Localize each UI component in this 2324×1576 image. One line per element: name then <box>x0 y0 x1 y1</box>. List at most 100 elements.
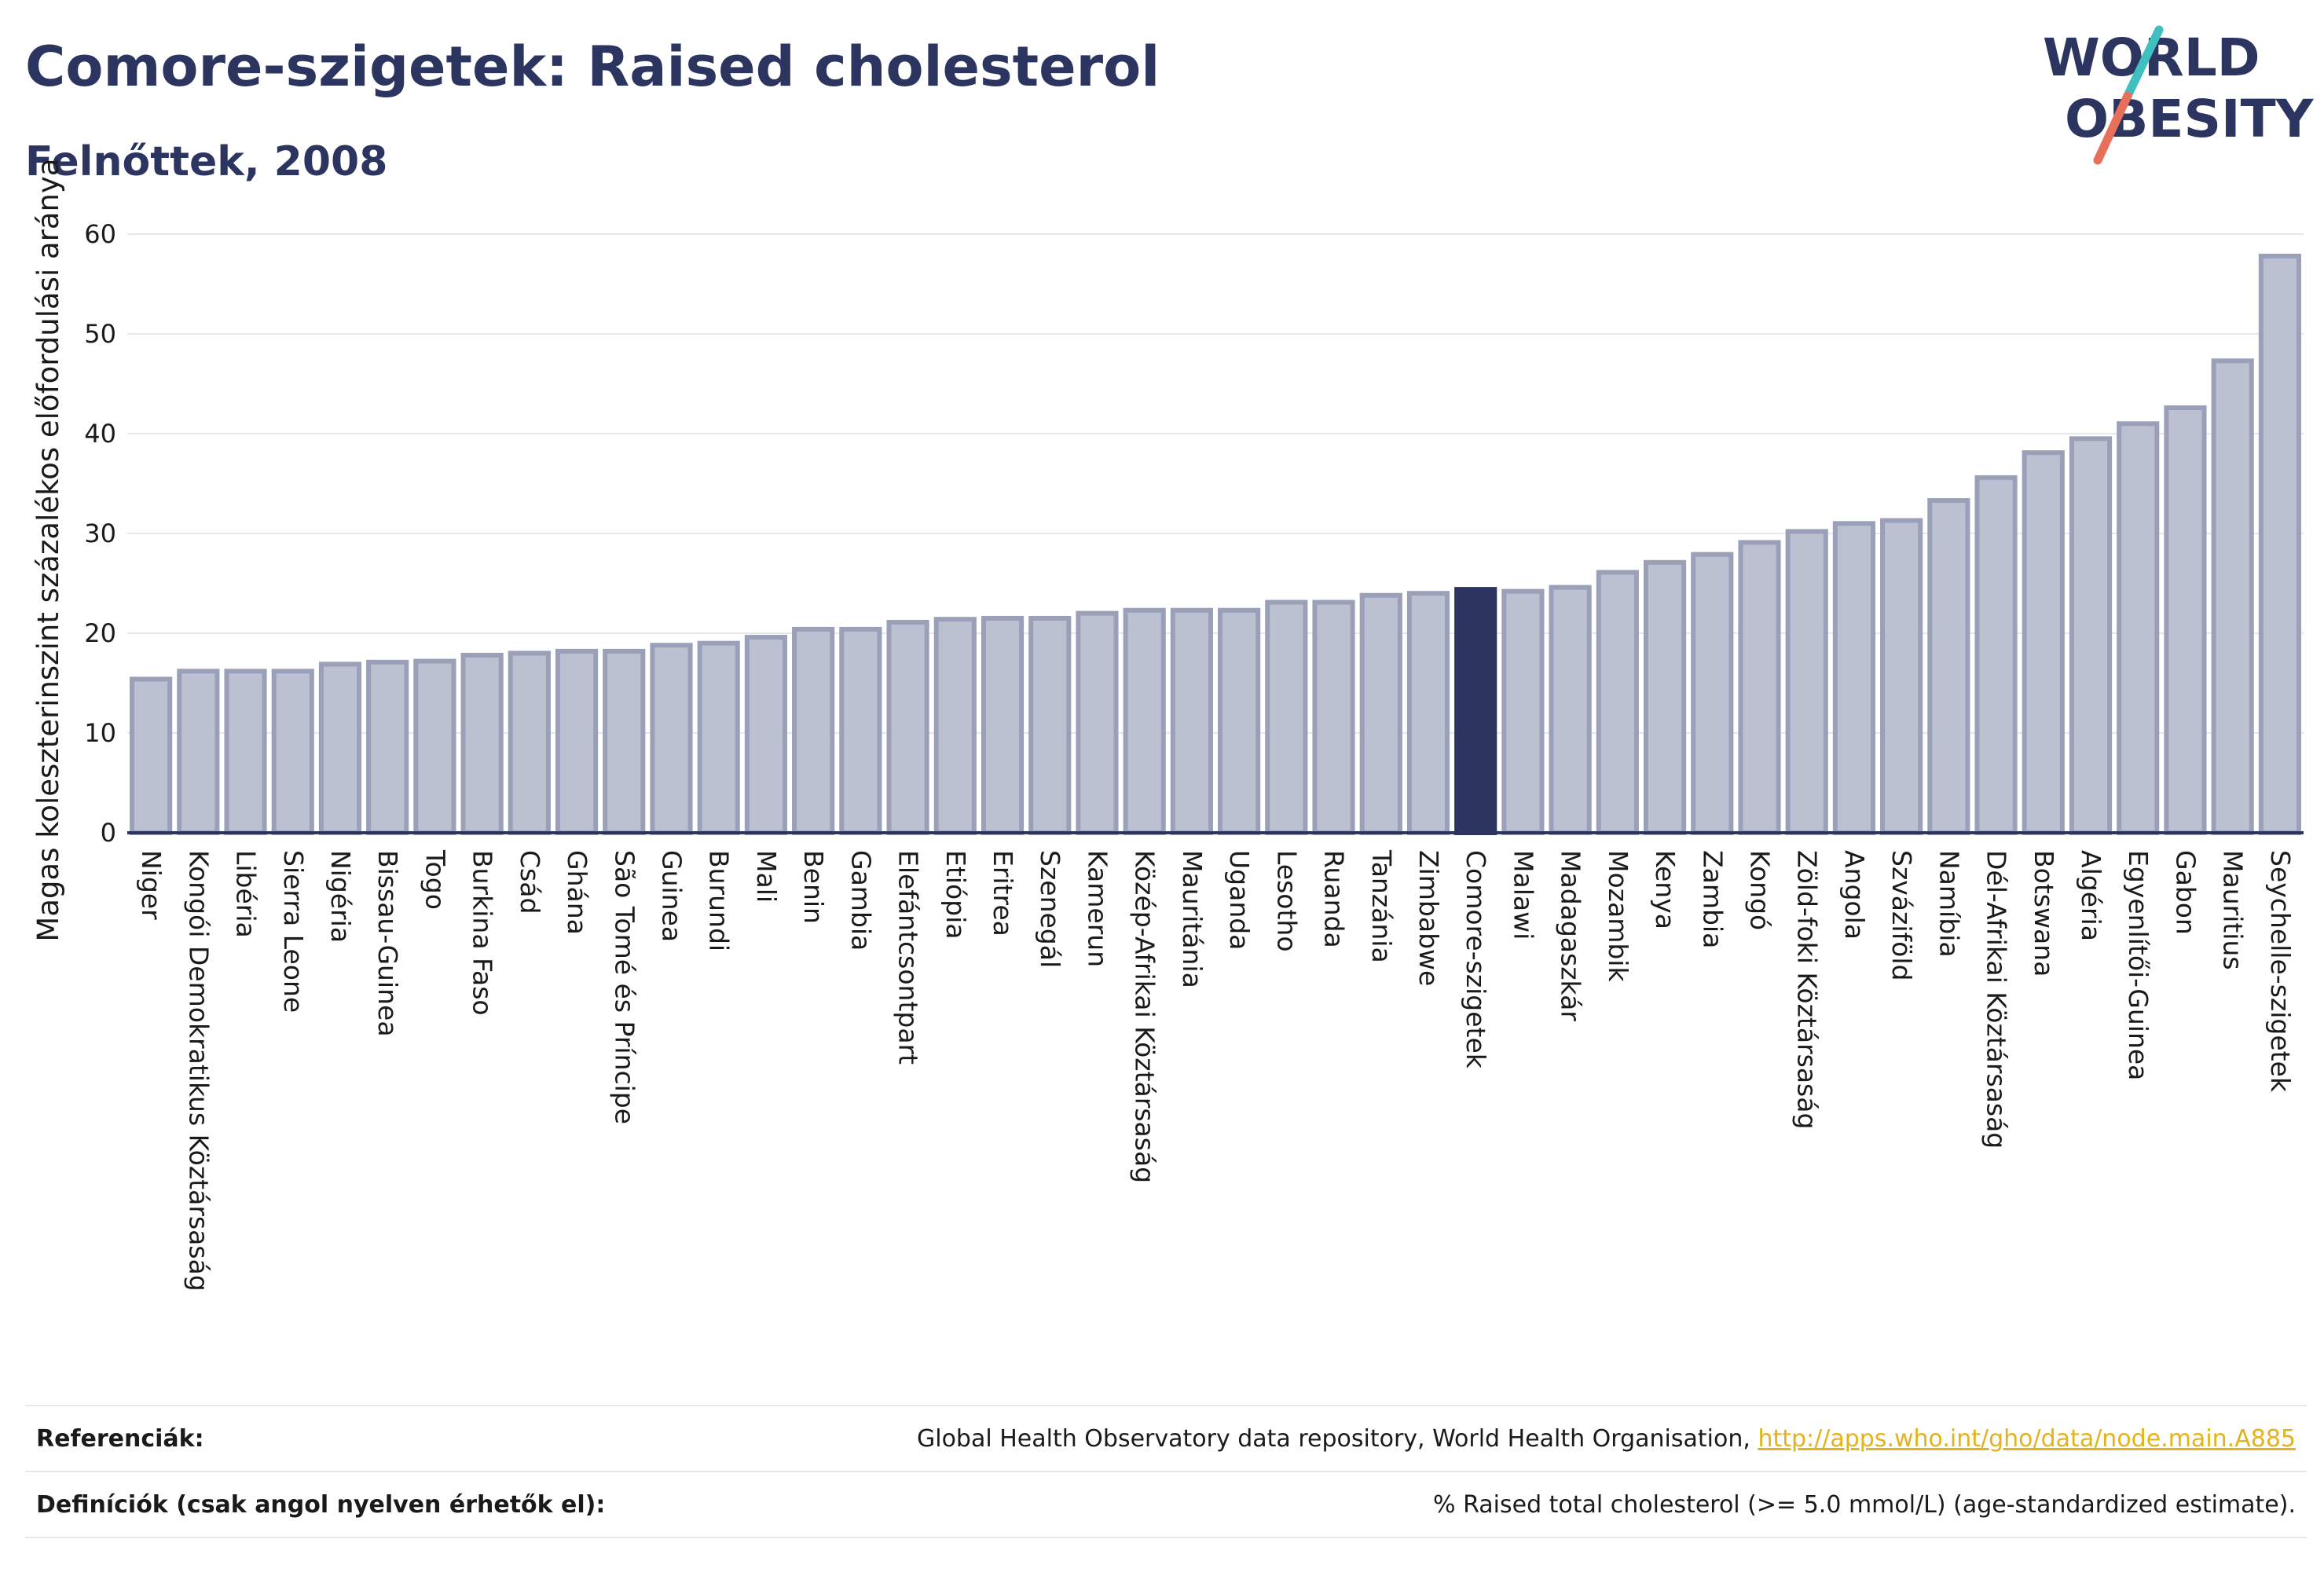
x-tick-label: Zambia <box>1697 850 1728 948</box>
bar-Lesotho[interactable] <box>1265 599 1308 835</box>
x-tick-label: Bissau-Guinea <box>372 850 403 1037</box>
x-tick-label: Egyenlítői-Guinea <box>2123 850 2154 1080</box>
logo-slash-coral <box>2093 91 2132 165</box>
bar-Csád[interactable] <box>508 651 551 836</box>
y-tick-label: 30 <box>84 519 116 548</box>
references-label: Referenciák: <box>36 1425 204 1453</box>
bar-Libéria[interactable] <box>224 669 267 836</box>
bar-Zimbabwe[interactable] <box>1406 591 1450 835</box>
x-tick-label: Tanzánia <box>1366 849 1397 963</box>
bar-Közép-Afrikai Köztársaság[interactable] <box>1123 607 1166 835</box>
x-tick-label: Mali <box>751 850 782 903</box>
x-tick-label: Közép-Afrikai Köztársaság <box>1130 850 1160 1183</box>
bar-Zambia[interactable] <box>1691 552 1734 835</box>
y-tick-label: 10 <box>84 718 116 748</box>
x-tick-label: Madagaszkár <box>1556 850 1586 1021</box>
bar-Zöld-foki Köztársaság[interactable] <box>1785 529 1828 836</box>
bar-Sierra Leone[interactable] <box>271 669 314 836</box>
definitions-text: % Raised total cholesterol (>= 5.0 mmol/… <box>1433 1491 2296 1519</box>
bar-Nigéria[interactable] <box>318 662 362 835</box>
bar-Ghána[interactable] <box>555 648 599 835</box>
chart-title: Comore-szigetek: Raised cholesterol <box>25 35 1160 99</box>
bar-Szváziföld[interactable] <box>1880 518 1923 835</box>
bar-Tanzánia[interactable] <box>1359 592 1402 835</box>
bar-Togo[interactable] <box>413 658 456 835</box>
bar-Szenegál[interactable] <box>1028 615 1072 835</box>
x-tick-label: Seychelle-szigetek <box>2265 850 2296 1093</box>
x-tick-label: Szenegál <box>1035 850 1065 968</box>
x-tick-label: Burkina Faso <box>467 850 498 1016</box>
bar-Kongó[interactable] <box>1738 540 1781 835</box>
bar-Egyenlítői-Guinea[interactable] <box>2117 421 2160 835</box>
x-tick-label: Kongó <box>1745 850 1776 930</box>
x-tick-label: Mauritánia <box>1177 850 1208 988</box>
bar-Botswana[interactable] <box>2022 450 2065 835</box>
references-value: Global Health Observatory data repositor… <box>917 1425 2296 1453</box>
bar-Burkina Faso[interactable] <box>460 652 504 835</box>
bar-Kongói Demokratikus Köztársaság[interactable] <box>177 669 220 836</box>
x-tick-label: Algéria <box>2076 850 2106 941</box>
x-tick-label: Dél-Afrikai Köztársaság <box>1981 850 2012 1149</box>
x-tick-label: Botswana <box>2029 850 2059 977</box>
bar-Gabon[interactable] <box>2164 405 2207 835</box>
bar-Ruanda[interactable] <box>1312 599 1355 835</box>
x-tick-label: Csád <box>515 850 545 914</box>
bar-Madagaszkár[interactable] <box>1549 585 1592 836</box>
references-text: Global Health Observatory data repositor… <box>917 1425 1750 1453</box>
bar-Kamerun[interactable] <box>1076 610 1119 835</box>
x-tick-label: Eritrea <box>988 850 1018 936</box>
x-tick-label: Etiópia <box>940 850 971 940</box>
x-tick-label: Elefántcsontpart <box>893 850 924 1065</box>
bar-Mauritius[interactable] <box>2211 358 2254 836</box>
bar-Comore-szigetek[interactable] <box>1454 587 1497 835</box>
y-tick-label: 20 <box>84 618 116 648</box>
bar-Etiópia[interactable] <box>933 617 977 835</box>
x-tick-label: Libéria <box>231 850 262 938</box>
x-tick-label: Kenya <box>1650 850 1681 929</box>
bar-Mali[interactable] <box>744 635 788 836</box>
x-tick-label: Kongói Demokratikus Köztársaság <box>183 850 214 1292</box>
footer-references-row: Referenciák: Global Health Observatory d… <box>25 1405 2307 1471</box>
x-tick-label: Namíbia <box>1934 850 1964 958</box>
footer-bottom-divider <box>25 1537 2307 1538</box>
bar-Niger[interactable] <box>130 676 173 835</box>
x-tick-label: Szváziföld <box>1886 850 1917 980</box>
bar-Malawi[interactable] <box>1501 588 1545 835</box>
x-tick-label: Nigéria <box>325 850 356 943</box>
bar-Mauritánia[interactable] <box>1170 607 1213 835</box>
footer-definitions-row: Definíciók (csak angol nyelven érhetők e… <box>25 1471 2307 1537</box>
x-tick-labels: Niger Kongói Demokratikus Köztársaság Libé… <box>136 849 2296 1292</box>
bar-Bissau-Guinea[interactable] <box>366 659 409 836</box>
y-tick-labels: 0 10 20 30 40 50 60 <box>84 219 116 848</box>
logo-slash-teal <box>2123 25 2164 101</box>
y-tick-label: 50 <box>84 319 116 349</box>
x-tick-label: Ruanda <box>1319 850 1350 948</box>
x-tick-label: Mauritius <box>2218 850 2249 970</box>
references-link[interactable]: http://apps.who.int/gho/data/node.main.A… <box>1758 1425 2296 1453</box>
bar-Uganda[interactable] <box>1218 607 1261 835</box>
x-tick-label: Lesotho <box>1271 850 1302 952</box>
x-tick-label: Mozambik <box>1603 850 1633 982</box>
bar-Eritrea[interactable] <box>981 615 1025 835</box>
bar-Kenya[interactable] <box>1643 559 1687 836</box>
x-tick-label: Ghána <box>562 850 592 935</box>
bar-Gambia[interactable] <box>839 626 882 835</box>
bar-Benin[interactable] <box>792 626 835 835</box>
x-tick-label: Angola <box>1839 850 1870 940</box>
bar-Namíbia[interactable] <box>1927 498 1970 836</box>
x-tick-label: Guinea <box>657 850 687 942</box>
bar-Mozambik[interactable] <box>1596 570 1639 836</box>
bar-Dél-Afrikai Köztársaság[interactable] <box>1974 475 2018 835</box>
bar-Seychelle-szigetek[interactable] <box>2258 253 2301 835</box>
x-tick-label: Zöld-foki Köztársaság <box>1792 850 1823 1129</box>
x-tick-label: Niger <box>136 850 167 920</box>
bar-Burundi[interactable] <box>697 640 740 836</box>
x-tick-label: Togo <box>420 849 450 910</box>
bar-Algéria[interactable] <box>2069 436 2113 835</box>
bar-São Tomé és Príncipe[interactable] <box>603 648 646 835</box>
world-obesity-logo[interactable]: WORLD OBESITY <box>2043 20 2315 170</box>
bar-Guinea[interactable] <box>650 643 693 835</box>
bar-Elefántcsontpart[interactable] <box>886 620 929 836</box>
bar-Angola[interactable] <box>1832 521 1876 835</box>
chart-subtitle: Felnőttek, 2008 <box>25 138 388 185</box>
